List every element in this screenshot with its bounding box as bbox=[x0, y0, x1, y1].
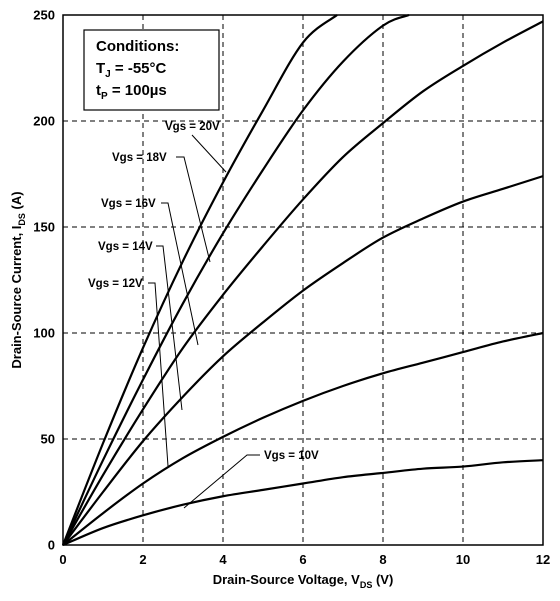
series-leader-1 bbox=[176, 156, 211, 263]
y-tick-label: 250 bbox=[33, 8, 55, 23]
series-label-3: Vgs = 14V bbox=[98, 241, 153, 253]
series-leader-2 bbox=[161, 202, 199, 346]
series-label-0: Vgs = 20V bbox=[165, 121, 220, 133]
conditions-box: Conditions: TJ = -55°C tP = 100µs bbox=[83, 29, 220, 111]
x-axis-title: Drain-Source Voltage, VDS (V) bbox=[213, 572, 394, 590]
series-label-1: Vgs = 18V bbox=[112, 152, 167, 164]
series-line-2 bbox=[62, 20, 544, 546]
x-tick-label: 8 bbox=[379, 552, 386, 567]
series-line-5 bbox=[62, 459, 544, 547]
series-line-3 bbox=[62, 175, 544, 546]
series-leader-0 bbox=[191, 134, 227, 173]
series-line-4 bbox=[62, 331, 544, 546]
x-tick-label: 6 bbox=[299, 552, 306, 567]
series-line-1 bbox=[62, 13, 410, 546]
series-labels: Vgs = 20V Vgs = 18V Vgs = 16V Vgs = 14V Vgs … bbox=[88, 121, 319, 462]
y-tick-label: 200 bbox=[33, 114, 55, 129]
conditions-tj: TJ = -55°C bbox=[96, 60, 167, 80]
x-tick-label: 0 bbox=[59, 552, 66, 567]
series-line-0 bbox=[61, 14, 338, 546]
tick-labels: 0 2 4 6 8 10 12 0 50 100 150 200 250 bbox=[33, 8, 550, 568]
x-tick-label: 12 bbox=[536, 552, 550, 567]
grid-lines bbox=[63, 15, 543, 545]
x-tick-label: 2 bbox=[139, 552, 146, 567]
series-leader-4 bbox=[148, 282, 169, 467]
conditions-tp: tP = 100µs bbox=[96, 82, 167, 102]
series-label-4: Vgs = 12V bbox=[88, 278, 143, 290]
y-tick-label: 0 bbox=[48, 538, 55, 553]
y-tick-label: 150 bbox=[33, 220, 55, 235]
y-axis-title: Drain-Source Current, IDS (A) bbox=[9, 191, 27, 368]
plot-frame bbox=[62, 14, 544, 546]
x-tick-label: 4 bbox=[219, 552, 227, 567]
y-tick-label: 50 bbox=[41, 432, 55, 447]
series-label-5: Vgs = 10V bbox=[264, 450, 319, 462]
series-leader-5 bbox=[183, 454, 260, 509]
y-tick-label: 100 bbox=[33, 326, 55, 341]
label-leaders bbox=[148, 134, 260, 509]
series-leader-3 bbox=[156, 245, 183, 411]
x-tick-label: 10 bbox=[456, 552, 470, 567]
conditions-title: Conditions: bbox=[96, 38, 179, 55]
curves bbox=[61, 13, 544, 547]
series-label-2: Vgs = 16V bbox=[101, 198, 156, 210]
